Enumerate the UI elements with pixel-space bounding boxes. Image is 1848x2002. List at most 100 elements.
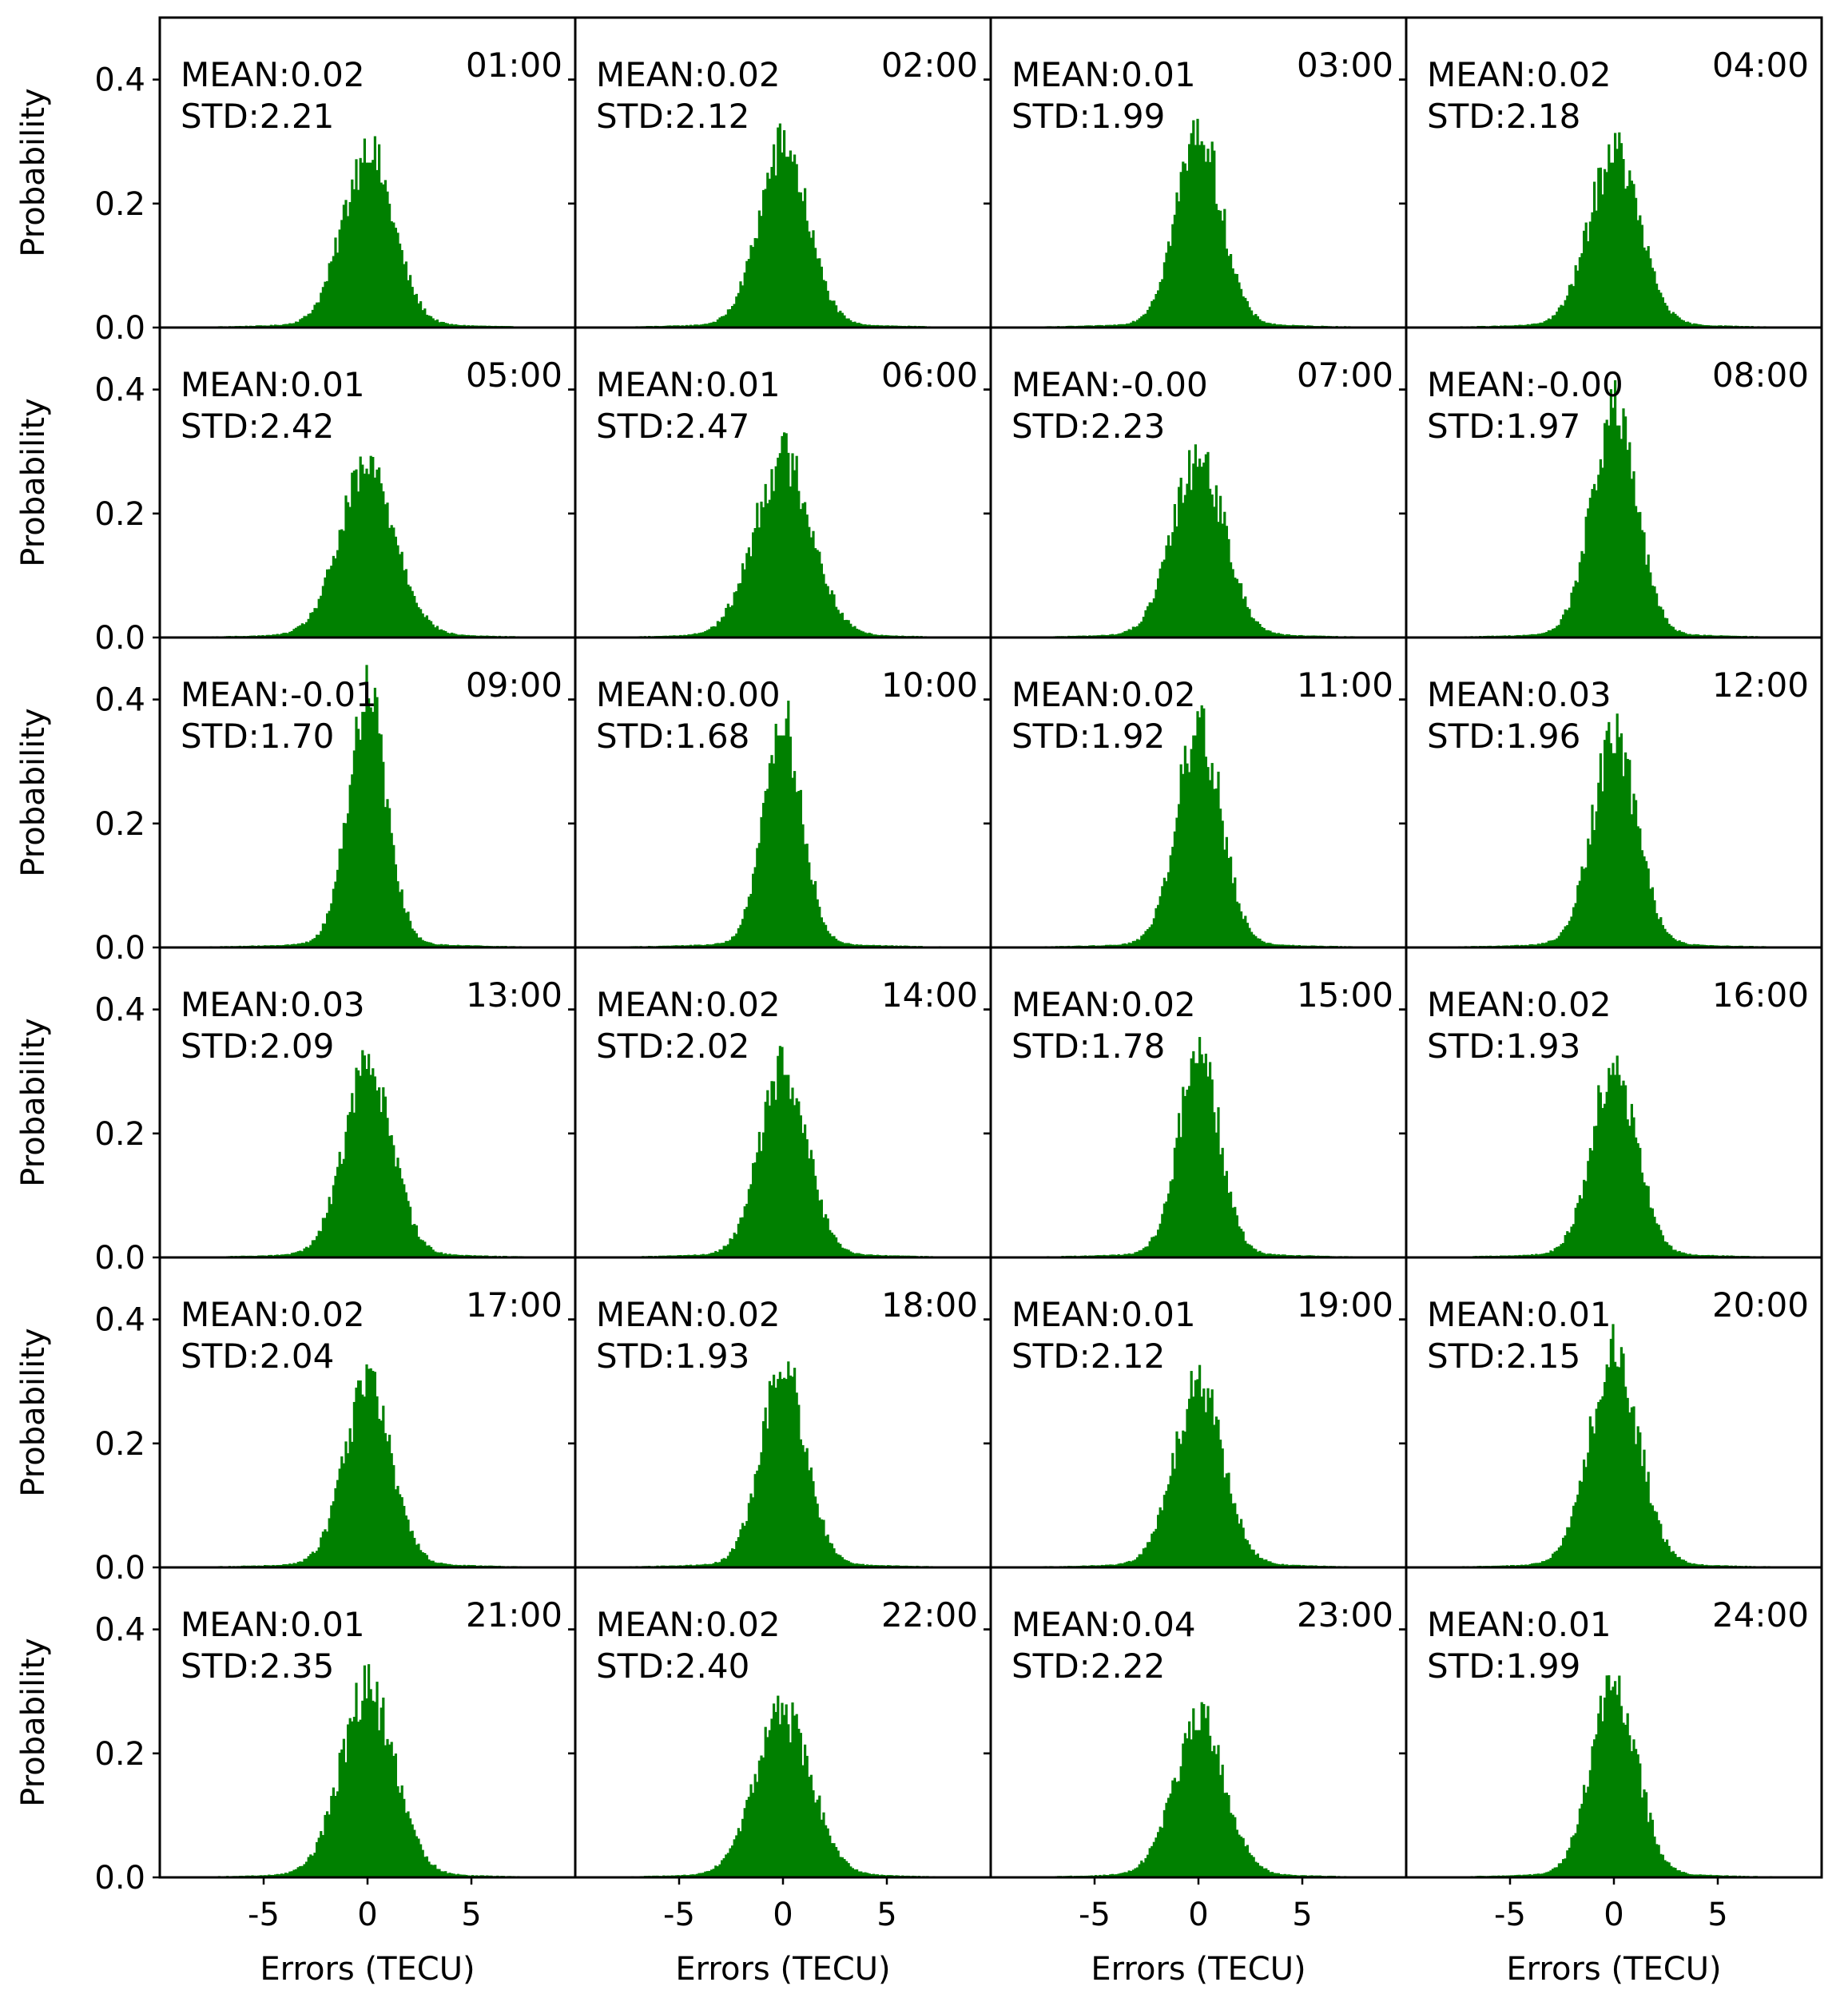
- histogram-bar: [378, 467, 381, 638]
- histogram-bar: [1151, 1533, 1154, 1567]
- histogram-bar: [701, 1873, 705, 1877]
- histogram-bar: [340, 529, 344, 638]
- histogram-bar: [741, 563, 745, 638]
- histogram-bar: [1557, 1863, 1560, 1877]
- histogram-bar: [1699, 1564, 1702, 1567]
- histogram-bar: [1568, 1847, 1571, 1877]
- histogram-bar: [1140, 622, 1143, 638]
- histogram-bar: [392, 844, 395, 947]
- histogram-bar: [853, 1563, 856, 1567]
- histogram-bar: [1151, 602, 1154, 638]
- histogram-bar: [1188, 144, 1191, 328]
- histogram-bar: [1123, 1253, 1127, 1257]
- histogram-bar: [861, 324, 864, 328]
- histogram-bar: [1622, 408, 1625, 638]
- histogram-bar: [361, 1394, 364, 1567]
- histogram-bar: [864, 1872, 867, 1877]
- histogram-bar: [1705, 1874, 1708, 1877]
- histogram-bar: [388, 204, 391, 328]
- histogram-bar: [853, 1253, 856, 1257]
- histogram-bar: [392, 222, 395, 328]
- histogram-bar: [1661, 1235, 1664, 1257]
- histogram-bar: [411, 287, 414, 328]
- histogram-bar: [851, 626, 854, 638]
- x-tick-label: 5: [876, 1897, 896, 1933]
- histogram-bar: [853, 321, 856, 328]
- histogram-bar: [409, 1531, 412, 1567]
- histogram-bar: [856, 1563, 859, 1567]
- histogram-bars: [631, 1695, 936, 1877]
- histogram-bar: [1604, 423, 1607, 638]
- histogram-bar: [440, 1871, 443, 1877]
- histogram-bar: [739, 1831, 742, 1877]
- panel-time-label: 08:00: [1712, 356, 1809, 395]
- histogram-bar: [282, 633, 285, 638]
- histogram-bar: [1206, 149, 1210, 328]
- histogram-bar: [757, 1464, 761, 1567]
- histogram-bar: [1261, 320, 1264, 328]
- histogram-bar: [316, 1841, 319, 1877]
- histogram-bar: [814, 1802, 817, 1877]
- histogram-bar: [704, 324, 707, 328]
- histogram-bar: [1182, 1086, 1185, 1257]
- histogram-bar: [1653, 900, 1656, 947]
- histogram-bar: [1601, 1721, 1604, 1877]
- histogram-bar: [818, 1795, 821, 1877]
- histogram-bar: [1676, 1557, 1679, 1567]
- histogram-bar: [427, 1245, 431, 1257]
- histogram-bar: [1655, 1844, 1659, 1877]
- histogram-bar: [399, 892, 402, 947]
- histogram-bar: [762, 506, 765, 638]
- histogram-bar: [1524, 1254, 1528, 1257]
- histogram-bar: [1204, 1718, 1207, 1877]
- histogram-bar: [338, 1151, 341, 1257]
- histogram-bar: [380, 182, 383, 328]
- histogram-bar: [791, 777, 794, 947]
- histogram-bar: [1144, 1246, 1147, 1257]
- histogram-bar: [1697, 1874, 1700, 1877]
- histogram-bar: [1258, 624, 1262, 638]
- histogram-bar: [311, 612, 314, 638]
- histogram-bar: [1123, 1872, 1127, 1877]
- histogram-bar: [787, 157, 790, 328]
- y-tick-label: 0.2: [94, 1116, 145, 1153]
- histogram-bar: [687, 1254, 690, 1257]
- histogram-bar: [1162, 1495, 1166, 1567]
- histogram-bar: [1666, 931, 1669, 947]
- histogram-bar: [785, 157, 788, 328]
- histogram-bar: [1630, 814, 1633, 947]
- histogram-bar: [1570, 1226, 1573, 1257]
- histogram-bar: [843, 943, 846, 947]
- histogram-bar: [818, 907, 821, 947]
- histogram-bar: [373, 1372, 376, 1567]
- histogram-bar: [710, 1253, 713, 1257]
- histogram-bar: [1692, 634, 1695, 638]
- histogram-bar: [1244, 596, 1247, 638]
- histogram-bar: [290, 323, 293, 328]
- histogram-bar: [311, 1855, 314, 1877]
- histogram-bar: [427, 619, 431, 638]
- histogram-bar: [442, 1871, 445, 1877]
- histogram-bar: [1142, 616, 1145, 638]
- histogram-bar: [1196, 467, 1199, 638]
- histogram-bar: [856, 944, 859, 947]
- histogram-bar: [351, 472, 354, 638]
- histogram-bar: [1639, 215, 1642, 328]
- histogram-bar: [321, 1217, 324, 1257]
- histogram-bar: [1269, 630, 1272, 638]
- histogram-bar: [1117, 944, 1120, 947]
- histogram-bar: [413, 930, 416, 947]
- histogram-bar: [868, 1254, 871, 1257]
- histogram-bar: [455, 1254, 458, 1257]
- histogram-bar: [451, 324, 454, 328]
- histogram-bar: [762, 1757, 765, 1877]
- histogram-bar: [1595, 490, 1598, 638]
- histogram-bar: [411, 1531, 414, 1567]
- histogram-bar: [766, 1090, 769, 1257]
- histogram-bar: [1612, 1686, 1615, 1877]
- histogram-bar: [809, 880, 813, 947]
- histogram-bar: [1680, 1252, 1683, 1257]
- histogram-bar: [1528, 1563, 1532, 1567]
- histogram-bar: [1645, 1185, 1648, 1257]
- histogram-bar: [1277, 324, 1280, 328]
